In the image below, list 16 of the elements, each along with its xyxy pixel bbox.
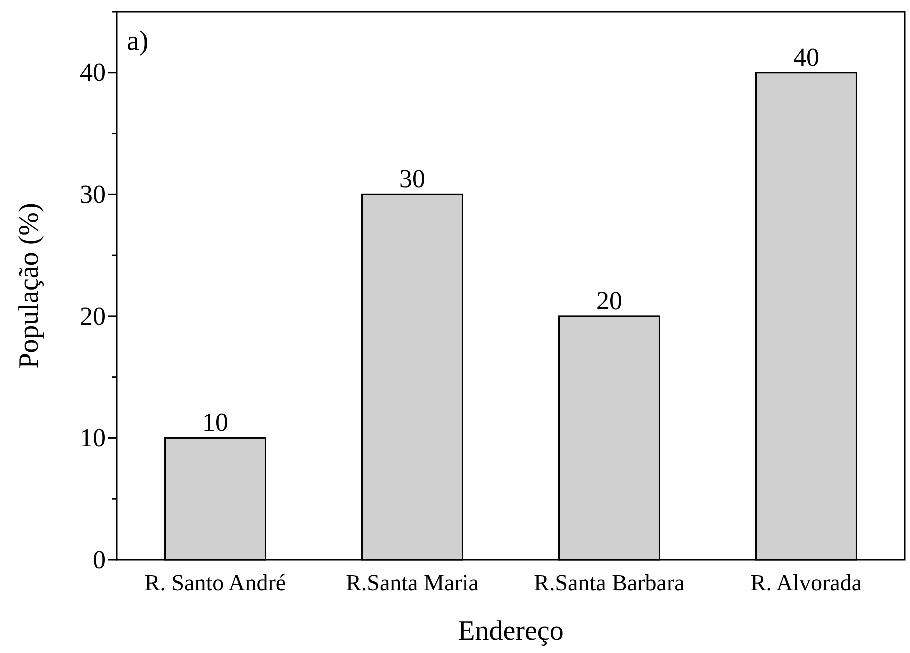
y-tick-label: 40: [80, 58, 106, 88]
x-axis-title: Endereço: [458, 616, 564, 647]
y-tick-label: 30: [80, 180, 106, 209]
x-tick-label: R.Santa Maria: [346, 570, 479, 596]
y-tick-label: 10: [80, 424, 106, 453]
x-tick-label: R.Santa Barbara: [534, 570, 685, 596]
y-tick-label: 0: [93, 545, 106, 574]
x-tick-label: R. Santo André: [144, 570, 286, 596]
y-tick-label: 20: [80, 302, 106, 331]
annotation: a): [127, 26, 149, 57]
y-axis-title: População (%): [14, 203, 45, 369]
data-label: 30: [400, 164, 426, 194]
x-tick-label: R. Alvorada: [750, 570, 862, 596]
data-label: 40: [794, 42, 820, 72]
data-label: 10: [202, 408, 228, 438]
data-label: 20: [596, 286, 622, 316]
